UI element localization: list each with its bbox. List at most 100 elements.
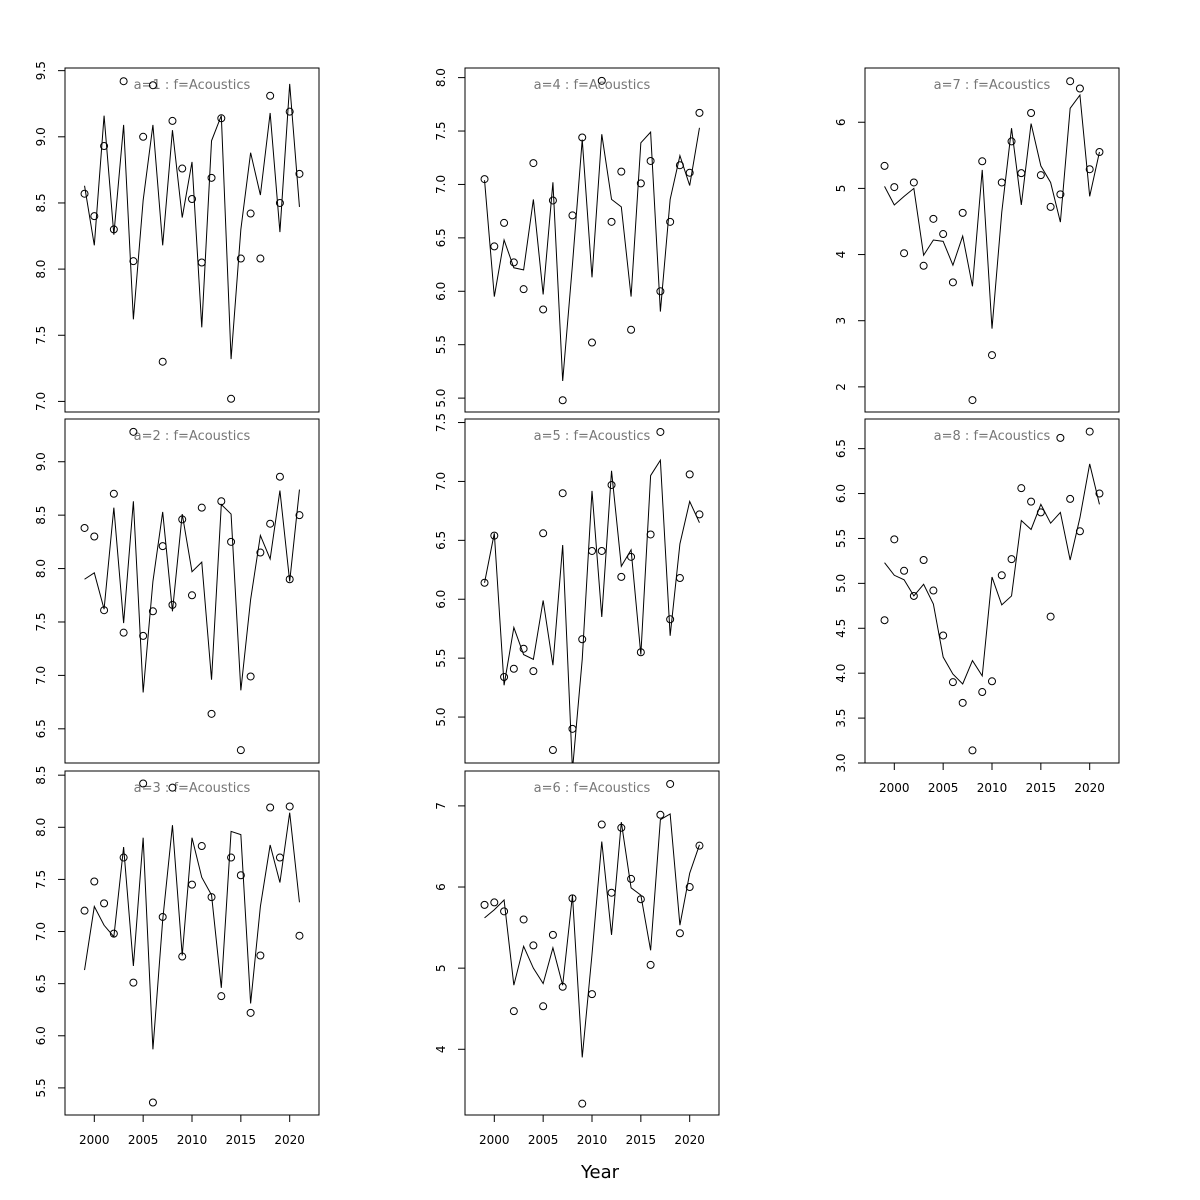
y-tick-label: 8.0 [34, 260, 48, 279]
data-point [666, 615, 675, 624]
y-tick-label: 8.0 [434, 68, 448, 87]
y-tick-label: 7.5 [434, 413, 448, 432]
data-point [958, 698, 967, 707]
data-point [529, 159, 538, 168]
data-point [500, 907, 509, 916]
y-tick-label: 7.5 [34, 870, 48, 889]
y-tick-label: 7.5 [434, 121, 448, 140]
data-point [519, 915, 528, 924]
data-point [578, 1099, 587, 1108]
data-point [695, 108, 704, 117]
plot-area [480, 427, 704, 763]
y-tick-label: 4.5 [834, 619, 848, 638]
plot-area [880, 427, 1104, 755]
data-point [490, 898, 499, 907]
fit-line [484, 127, 700, 382]
y-tick-label: 4.0 [834, 664, 848, 683]
data-point [168, 783, 177, 792]
panel-title: a=4 : f=Acoustics [534, 78, 651, 93]
y-tick-label: 9.5 [34, 61, 48, 80]
data-point [285, 802, 294, 811]
fit-line [484, 813, 700, 1058]
data-point [1085, 427, 1094, 436]
data-point [1046, 612, 1055, 621]
data-point [295, 931, 304, 940]
y-tick-label: 7 [434, 802, 448, 810]
x-axis-label: Year [580, 1162, 620, 1183]
data-point [880, 161, 889, 170]
data-point [119, 77, 128, 86]
data-point [929, 214, 938, 223]
data-point [617, 572, 626, 581]
data-point [129, 978, 138, 987]
data-point [939, 230, 948, 239]
y-tick-label: 5.0 [434, 389, 448, 408]
data-point [988, 351, 996, 360]
data-point [1095, 489, 1104, 498]
x-tick-label: 2005 [928, 781, 959, 795]
data-point [178, 164, 187, 173]
y-tick-label: 4 [834, 251, 848, 259]
data-point [656, 427, 665, 436]
data-point [188, 194, 196, 203]
data-point [890, 183, 899, 192]
data-point [256, 951, 265, 960]
data-point [548, 930, 557, 939]
data-point [100, 142, 109, 151]
data-point [188, 591, 196, 600]
plot-area [880, 77, 1104, 405]
data-point [266, 519, 275, 528]
y-tick-label: 9.0 [34, 452, 48, 471]
data-point [148, 1098, 157, 1107]
data-point [1056, 433, 1065, 442]
data-point [90, 212, 99, 221]
y-tick-label: 6.0 [434, 590, 448, 609]
panel-title: a=1 : f=Acoustics [134, 78, 251, 93]
y-tick-label: 5.5 [434, 335, 448, 354]
data-point [646, 960, 655, 969]
data-point [197, 842, 206, 851]
panel-title: a=7 : f=Acoustics [934, 78, 1051, 93]
data-point [490, 242, 499, 251]
data-point [548, 196, 557, 205]
data-point [207, 709, 216, 718]
x-tick-label: 2015 [226, 1133, 257, 1147]
y-tick-label: 6.5 [34, 719, 48, 738]
data-point [1075, 84, 1084, 93]
data-point [958, 208, 967, 217]
fit-line [84, 83, 300, 360]
data-point [275, 472, 284, 481]
y-tick-label: 6 [834, 118, 848, 126]
data-point [978, 688, 987, 697]
x-tick-label: 2015 [626, 1133, 657, 1147]
data-point [1066, 77, 1075, 86]
y-tick-label: 7.0 [34, 922, 48, 941]
fit-line [484, 458, 700, 763]
y-tick-label: 8.5 [34, 766, 48, 785]
data-point [246, 209, 255, 218]
data-point [948, 678, 957, 687]
data-point [266, 803, 275, 812]
data-point [129, 427, 138, 436]
data-point [617, 167, 626, 176]
y-tick-label: 5.0 [434, 708, 448, 727]
y-tick-label: 8.0 [34, 818, 48, 837]
y-tick-label: 2 [834, 383, 848, 391]
data-point [227, 394, 236, 403]
panel-title: a=3 : f=Acoustics [134, 781, 251, 796]
y-tick-label: 6 [434, 883, 448, 891]
y-tick-label: 7.5 [34, 612, 48, 631]
data-point [519, 285, 528, 294]
panel-title: a=6 : f=Acoustics [534, 781, 651, 796]
data-point [1027, 497, 1036, 506]
y-tick-label: 8.0 [34, 559, 48, 578]
panel-frame [464, 418, 720, 764]
y-tick-label: 8.5 [34, 506, 48, 525]
data-point [480, 900, 489, 909]
data-point [256, 548, 265, 557]
y-tick-label: 6.5 [434, 228, 448, 247]
data-point [675, 929, 684, 938]
data-point [139, 132, 148, 141]
x-tick-label: 2005 [528, 1133, 559, 1147]
data-point [539, 1002, 548, 1011]
